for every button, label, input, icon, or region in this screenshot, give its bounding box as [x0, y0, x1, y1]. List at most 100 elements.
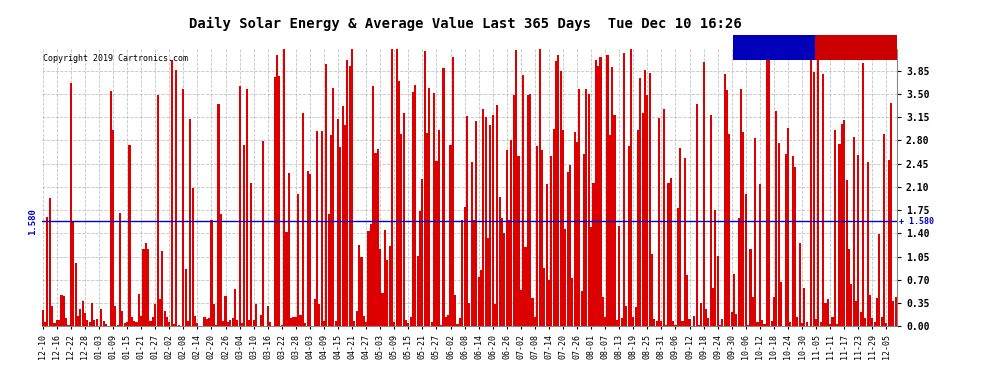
Bar: [456, 324, 458, 326]
Bar: [588, 94, 590, 326]
Bar: [244, 145, 246, 326]
Text: Copyright 2019 Cartronics.com: Copyright 2019 Cartronics.com: [44, 54, 188, 63]
Bar: [541, 150, 543, 326]
Bar: [780, 282, 782, 326]
Bar: [679, 148, 681, 326]
Bar: [873, 322, 876, 326]
Bar: [648, 73, 650, 326]
Bar: [501, 218, 503, 326]
Bar: [646, 95, 648, 326]
Bar: [372, 86, 374, 326]
Bar: [438, 130, 440, 326]
Bar: [749, 249, 751, 326]
Bar: [222, 321, 225, 326]
Bar: [281, 324, 283, 326]
Bar: [618, 226, 621, 326]
Bar: [895, 297, 897, 326]
Bar: [215, 325, 217, 326]
Bar: [590, 227, 592, 326]
Bar: [232, 318, 234, 326]
Text: Daily  ($): Daily ($): [829, 43, 883, 52]
Bar: [717, 256, 719, 326]
Bar: [616, 320, 618, 326]
Bar: [475, 121, 477, 326]
Bar: [871, 318, 873, 326]
Bar: [751, 297, 753, 326]
Bar: [883, 134, 885, 326]
Bar: [763, 324, 765, 326]
Bar: [400, 134, 402, 326]
Bar: [70, 83, 72, 326]
Bar: [283, 50, 285, 326]
Bar: [693, 316, 695, 326]
Bar: [360, 257, 362, 326]
Bar: [93, 320, 95, 326]
Bar: [777, 143, 780, 326]
Bar: [81, 300, 83, 326]
Bar: [529, 94, 532, 326]
Text: + 1.580: + 1.580: [899, 217, 934, 226]
Bar: [827, 299, 829, 326]
Bar: [686, 274, 688, 326]
Bar: [248, 320, 250, 326]
Bar: [422, 179, 424, 326]
Bar: [602, 297, 604, 326]
Bar: [698, 325, 700, 326]
Bar: [60, 296, 62, 326]
Bar: [768, 54, 770, 326]
Bar: [133, 321, 136, 326]
Bar: [729, 134, 731, 326]
Bar: [105, 324, 107, 326]
Bar: [88, 322, 91, 326]
Bar: [576, 142, 578, 326]
Bar: [829, 324, 832, 326]
Bar: [890, 103, 892, 326]
Bar: [117, 324, 119, 326]
Bar: [229, 320, 232, 326]
Bar: [62, 296, 65, 326]
Bar: [604, 317, 606, 326]
Bar: [841, 124, 842, 326]
Bar: [799, 243, 801, 326]
Bar: [156, 95, 158, 326]
Bar: [640, 78, 642, 326]
Bar: [323, 321, 325, 326]
Bar: [677, 208, 679, 326]
Bar: [463, 207, 465, 326]
Bar: [151, 316, 154, 326]
Bar: [158, 299, 161, 326]
Bar: [738, 219, 740, 326]
Bar: [674, 325, 676, 326]
Bar: [758, 184, 761, 326]
Bar: [859, 312, 861, 326]
Bar: [424, 51, 426, 326]
Bar: [206, 320, 208, 326]
Bar: [707, 318, 710, 326]
Bar: [487, 238, 489, 326]
Bar: [218, 104, 220, 326]
Bar: [250, 183, 252, 326]
Bar: [503, 232, 506, 326]
Bar: [876, 298, 878, 326]
Bar: [220, 214, 222, 326]
Bar: [815, 319, 817, 326]
Bar: [712, 288, 714, 326]
Bar: [789, 322, 791, 326]
Bar: [168, 322, 170, 326]
Bar: [644, 70, 646, 326]
Bar: [688, 319, 691, 326]
Bar: [326, 64, 328, 326]
Bar: [773, 297, 775, 326]
Bar: [259, 315, 261, 326]
Bar: [412, 92, 414, 326]
Bar: [77, 316, 79, 326]
Bar: [79, 309, 81, 326]
Bar: [539, 49, 541, 326]
Bar: [534, 316, 536, 326]
Bar: [337, 118, 340, 326]
Bar: [724, 74, 726, 326]
Bar: [393, 322, 395, 326]
Bar: [103, 321, 105, 326]
Bar: [775, 111, 777, 326]
Bar: [470, 162, 472, 326]
